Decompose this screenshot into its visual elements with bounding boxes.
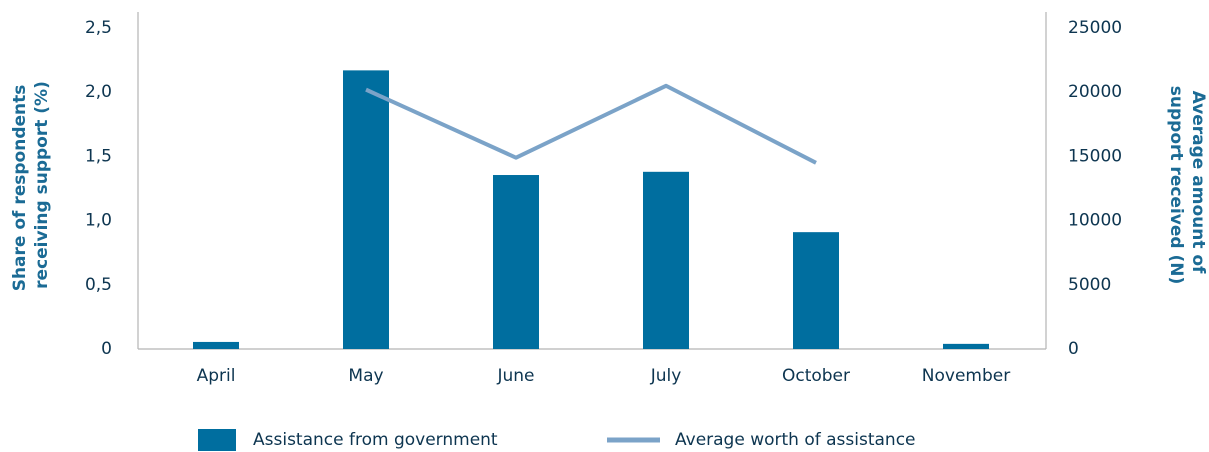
y-axis-title-line: receiving support (%) <box>32 81 52 289</box>
y2-axis-title-line: Average amount of <box>1188 91 1208 274</box>
y2-tick-label: 15000 <box>1068 146 1122 166</box>
bar <box>793 232 839 349</box>
x-tick-label: June <box>496 366 534 386</box>
line <box>365 83 817 165</box>
legend-label: Average worth of assistance <box>675 430 916 450</box>
legend-swatch <box>198 429 236 451</box>
y2-tick-label: 0 <box>1068 339 1079 359</box>
y2-tick-label: 10000 <box>1068 211 1122 231</box>
x-tick-label: November <box>922 366 1010 386</box>
y2-tick-label: 20000 <box>1068 82 1122 102</box>
y-tick-label: 2,5 <box>85 18 112 38</box>
x-tick-label: October <box>782 366 850 386</box>
y-tick-label: 0,5 <box>85 275 112 295</box>
bar <box>943 343 989 349</box>
bar <box>643 171 689 349</box>
y-tick-label: 2,0 <box>85 82 112 102</box>
x-tick-label: April <box>197 366 236 386</box>
legend-label: Assistance from government <box>253 430 498 450</box>
y2-tick-label: 5000 <box>1068 275 1111 295</box>
y2-tick-label: 25000 <box>1068 18 1122 38</box>
y-tick-label: 1,5 <box>85 146 112 166</box>
y-tick-label: 1,0 <box>85 211 112 231</box>
y-axis-title: Share of respondents receiving support (… <box>10 79 52 292</box>
y2-axis-title-line: support received (N) <box>1166 86 1186 284</box>
x-tick-label: May <box>348 366 383 386</box>
bar <box>343 70 389 349</box>
bar <box>193 341 239 349</box>
bar <box>493 175 539 349</box>
y2-axis-title: Average amount of support received (N) <box>1166 86 1208 284</box>
y-axis-title-line: Share of respondents <box>10 85 30 292</box>
x-tick-label: July <box>650 366 682 386</box>
y-tick-label: 0 <box>101 339 112 359</box>
